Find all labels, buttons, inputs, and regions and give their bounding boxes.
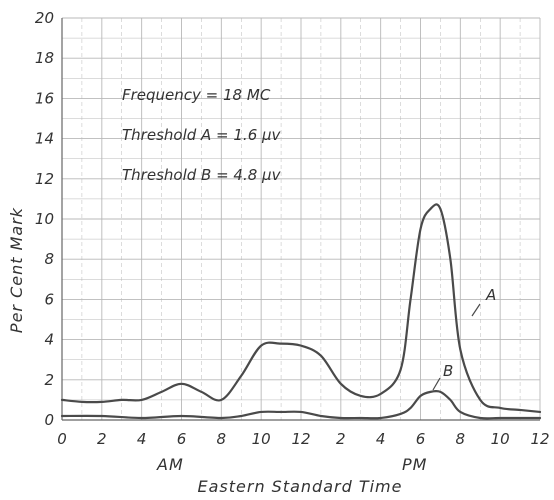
y-tick-label: 2 [44, 371, 54, 389]
series-a-leader [471, 303, 481, 317]
x-tick-label: 2 [97, 430, 107, 448]
series-label-a: A [485, 286, 496, 304]
period-label-am: AM [156, 455, 184, 474]
series-line-a [60, 203, 542, 414]
y-tick-label: 4 [44, 331, 54, 349]
y-tick-label: 12 [35, 170, 54, 188]
x-tick-label: 2 [336, 430, 346, 448]
y-tick-label: 20 [35, 9, 54, 27]
series-line-b [60, 389, 542, 420]
x-tick-label: 10 [491, 430, 510, 448]
x-tick-label: 12 [530, 430, 549, 448]
y-tick-label: 0 [44, 411, 54, 429]
annotation-threshold-b: Threshold B = 4.8 μv [122, 166, 282, 184]
grid [61, 17, 541, 421]
series-lines [60, 203, 542, 420]
y-tick-label: 18 [35, 49, 54, 67]
series-label-b: B [443, 362, 453, 380]
x-tick-label: 8 [217, 430, 227, 448]
x-tick-label: 8 [456, 430, 466, 448]
x-axis-title: Eastern Standard Time [198, 477, 403, 496]
annotation-block: Frequency = 18 MC Threshold A = 1.6 μv T… [122, 86, 282, 184]
x-tick-label: 4 [137, 430, 147, 448]
annotation-frequency: Frequency = 18 MC [122, 86, 271, 104]
x-tick-label: 6 [416, 430, 426, 448]
y-tick-label: 14 [35, 130, 54, 148]
x-tick-label: 0 [57, 430, 67, 448]
x-tick-label: 10 [252, 430, 271, 448]
annotation-threshold-a: Threshold A = 1.6 μv [122, 126, 282, 144]
period-label-pm: PM [402, 455, 427, 474]
y-tick-label: 10 [35, 210, 54, 228]
x-tick-label: 12 [291, 430, 310, 448]
y-tick-label: 16 [35, 89, 54, 107]
y-tick-label: 6 [44, 290, 54, 308]
y-tick-labels: 0 2 4 6 8 10 12 14 16 18 20 [35, 9, 54, 429]
y-axis-title: Per Cent Mark [7, 207, 26, 333]
x-tick-label: 6 [177, 430, 187, 448]
x-tick-label: 4 [376, 430, 386, 448]
x-tick-labels: 0 2 4 6 8 10 12 2 4 6 8 10 12 [57, 430, 549, 448]
y-tick-label: 8 [44, 250, 54, 268]
series-b-leader [432, 377, 441, 391]
